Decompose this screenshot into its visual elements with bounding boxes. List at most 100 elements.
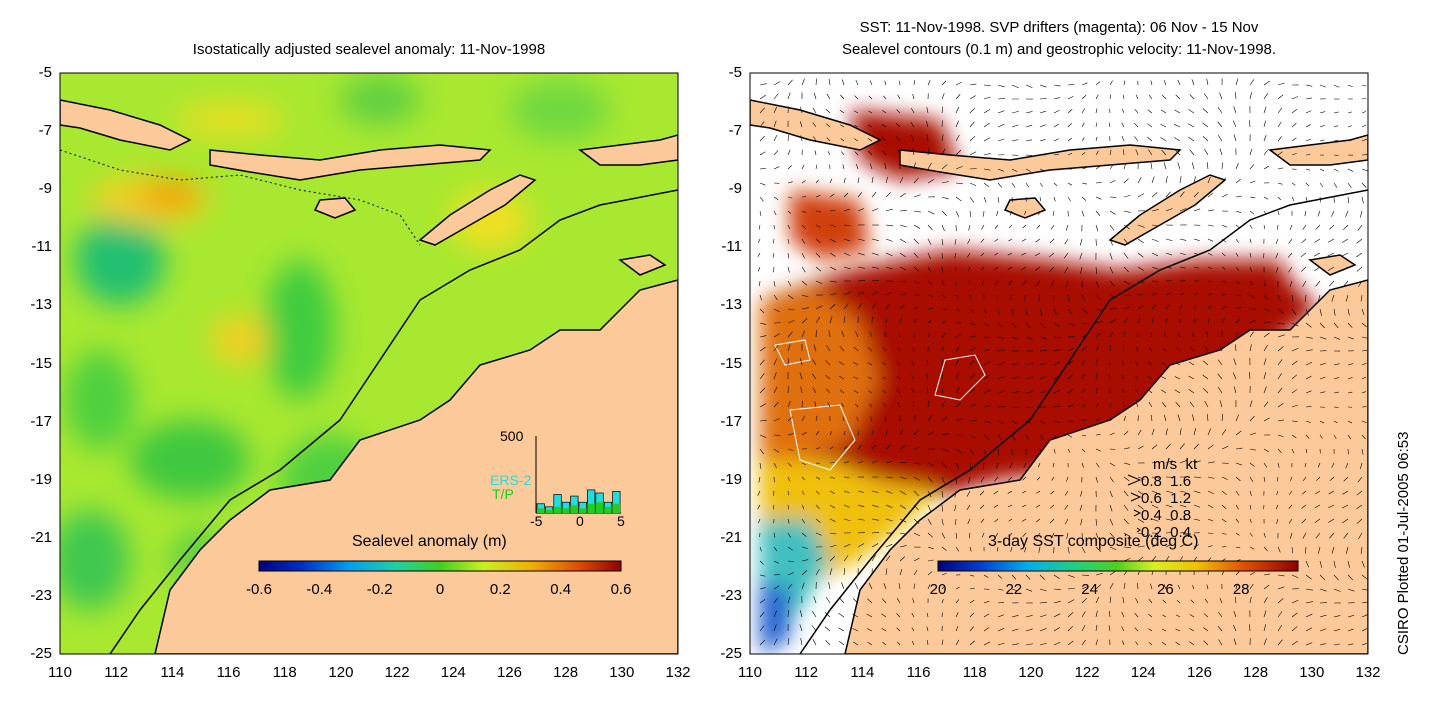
velocity-arrow [927, 294, 933, 298]
velocity-arrow [1150, 414, 1153, 422]
sst-colorbar-tick: 22 [1005, 581, 1023, 598]
velocity-arrow [1066, 532, 1069, 540]
velocity-arrow [1161, 376, 1167, 380]
velocity-arrow [1134, 388, 1139, 394]
velocity-arrow [1221, 429, 1227, 436]
velocity-arrow [1302, 476, 1307, 481]
velocity-arrow [983, 84, 991, 86]
velocity-arrow [1235, 546, 1241, 549]
velocity-arrow [857, 252, 865, 256]
velocity-arrow [1356, 518, 1363, 524]
velocity-arrow [1081, 597, 1088, 604]
velocity-arrow [1081, 152, 1086, 156]
velocity-arrow [927, 532, 933, 538]
velocity-arrow [1011, 628, 1019, 632]
velocity-arrow [773, 610, 777, 618]
velocity-arrow [787, 149, 791, 156]
velocity-arrow [941, 416, 948, 422]
velocity-arrow [1277, 476, 1279, 482]
velocity-arrow [927, 518, 932, 525]
velocity-arrow [1342, 518, 1349, 524]
velocity-arrow [1147, 389, 1153, 394]
velocity-arrow [955, 612, 959, 618]
lon-tick-label: 128 [1243, 664, 1269, 681]
velocity-arrow [1263, 532, 1266, 538]
velocity-arrow [1095, 136, 1098, 142]
velocity-arrow [983, 600, 990, 604]
velocity-arrow [801, 330, 805, 338]
velocity-arrow [1235, 280, 1241, 285]
velocity-arrow [1249, 331, 1255, 338]
velocity-arrow [857, 543, 865, 548]
velocity-arrow [983, 434, 990, 440]
velocity-arrow [1160, 109, 1167, 114]
velocity-arrow [773, 434, 781, 436]
velocity-arrow [983, 420, 991, 423]
velocity-arrow [1291, 308, 1297, 315]
velocity-arrow [857, 518, 865, 521]
velocity-arrow [997, 336, 1005, 339]
velocity-arrow [772, 252, 775, 258]
velocity-arrow [1035, 518, 1041, 523]
velocity-arrow [1067, 612, 1074, 618]
velocity-arrow [926, 613, 929, 618]
velocity-arrow [1011, 391, 1019, 394]
lon-tick-label: 126 [1186, 664, 1212, 681]
velocity-arrow [787, 92, 791, 100]
velocity-arrow [1067, 347, 1075, 352]
velocity-arrow [1175, 628, 1181, 632]
velocity-arrow [955, 346, 960, 352]
velocity-arrow [1361, 574, 1368, 580]
velocity-arrow [857, 490, 865, 493]
velocity-arrow [843, 504, 850, 508]
velocity-arrow [857, 177, 860, 184]
velocity-arrow [969, 612, 975, 618]
velocity-arrow [1175, 149, 1181, 156]
velocity-arrow [1217, 107, 1223, 114]
velocity-arrow [829, 238, 836, 243]
velocity-arrow [1150, 583, 1153, 590]
velocity-arrow [773, 196, 779, 201]
velocity-arrow [941, 504, 943, 512]
velocity-arrow [1161, 402, 1167, 408]
velocity-arrow [1207, 461, 1215, 464]
velocity-arrow [983, 168, 991, 171]
lon-tick-label: 128 [553, 664, 579, 681]
velocity-arrow [1356, 252, 1363, 258]
velocity-arrow [927, 431, 934, 436]
velocity-arrow [1151, 304, 1156, 310]
velocity-arrow [1011, 376, 1019, 380]
velocity-arrow [759, 387, 766, 394]
velocity-arrow [1148, 94, 1153, 100]
velocity-arrow [787, 308, 795, 311]
velocity-arrow [911, 374, 915, 380]
velocity-arrow [1235, 570, 1240, 576]
lat-tick-label: -9 [38, 180, 52, 198]
velocity-arrow [1206, 78, 1209, 86]
velocity-arrow [1221, 414, 1224, 422]
velocity-arrow [885, 224, 893, 227]
velocity-arrow [1277, 167, 1284, 170]
velocity-arrow [759, 322, 767, 325]
velocity-arrow [871, 504, 879, 508]
velocity-arrow [885, 292, 893, 296]
velocity-arrow [1053, 97, 1061, 100]
velocity-arrow [826, 137, 831, 142]
velocity-arrow [1095, 108, 1098, 114]
velocity-arrow [1095, 476, 1098, 483]
velocity-arrow [1221, 518, 1227, 523]
velocity-arrow [1361, 124, 1367, 128]
velocity-arrow [800, 638, 803, 646]
velocity-arrow [997, 97, 1005, 100]
velocity-arrow [1035, 504, 1041, 508]
velocity-arrow [969, 322, 976, 325]
velocity-arrow [1263, 344, 1268, 352]
velocity-arrow [1305, 308, 1309, 316]
velocity-arrow [899, 176, 904, 184]
velocity-arrow [969, 83, 977, 86]
velocity-arrow [1095, 639, 1098, 646]
velocity-arrow [1204, 345, 1209, 352]
velocity-arrow [759, 210, 762, 217]
velocity-arrow [1249, 518, 1252, 523]
velocity-arrow [913, 490, 920, 497]
